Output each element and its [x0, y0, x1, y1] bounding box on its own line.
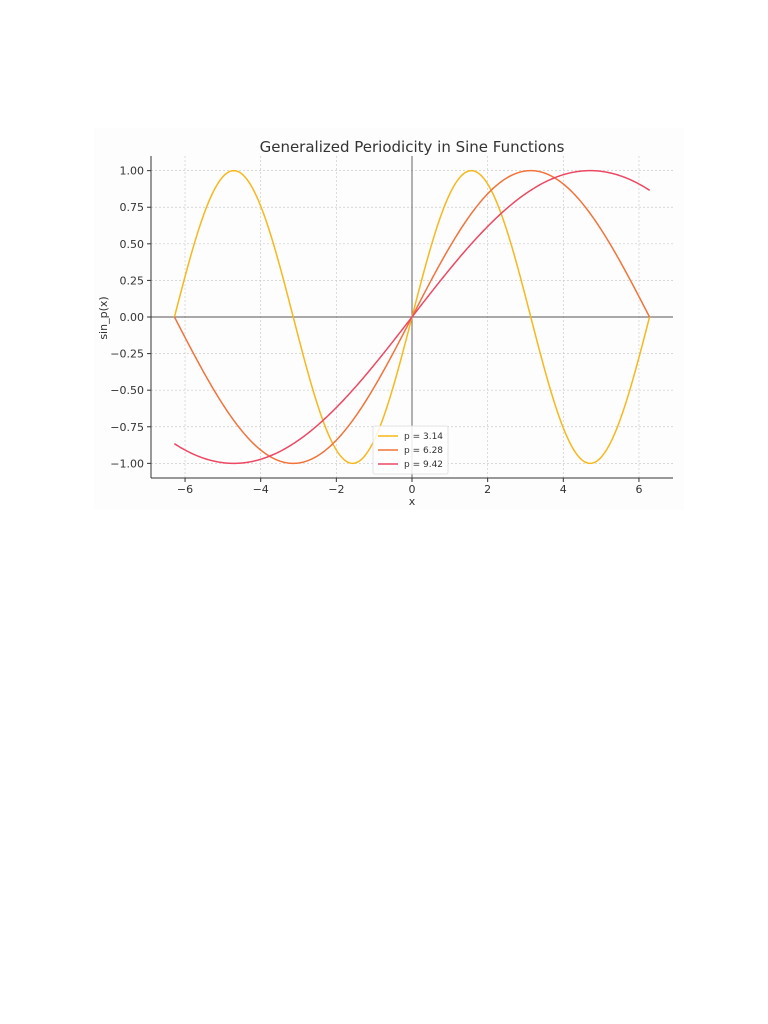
y-tick-label: 0.25: [120, 274, 145, 287]
x-tick-label: −2: [328, 483, 344, 496]
legend-label-3: p = 9.42: [404, 460, 443, 470]
y-tick-label: −1.00: [110, 457, 144, 470]
x-tick-label: 0: [409, 483, 416, 496]
legend-label-2: p = 6.28: [404, 446, 443, 456]
y-tick-label: −0.75: [110, 421, 144, 434]
x-axis-label: x: [409, 495, 416, 508]
ticks-layer: −6 −4 −2 0 2 4 6 1.00 0.75 0.50 0.25 0.00 −0.25 −0.50…: [110, 165, 642, 496]
x-tick-label: 4: [560, 483, 567, 496]
chart-title: Generalized Periodicity in Sine Function…: [260, 138, 565, 156]
x-tick-label: −6: [177, 483, 193, 496]
y-tick-label: 0.50: [120, 238, 145, 251]
series-line-3: [173, 169, 651, 465]
x-tick-label: −4: [253, 483, 269, 496]
series-layer: [173, 169, 651, 465]
legend-frame: [372, 425, 449, 475]
y-tick-label: −0.25: [110, 348, 144, 361]
x-tick-label: 6: [635, 483, 642, 496]
x-tick-label: 2: [484, 483, 491, 496]
y-tick-label: 0.00: [120, 311, 145, 324]
chart-legend: p = 3.14 p = 6.28 p = 9.42: [372, 425, 449, 475]
y-tick-label: 0.75: [120, 201, 145, 214]
y-tick-label: −0.50: [110, 384, 144, 397]
y-axis-label: sin_p(x): [97, 296, 110, 339]
y-tick-label: 1.00: [120, 165, 145, 178]
axes-layer: [147, 156, 673, 482]
legend-label-1: p = 3.14: [404, 432, 443, 442]
